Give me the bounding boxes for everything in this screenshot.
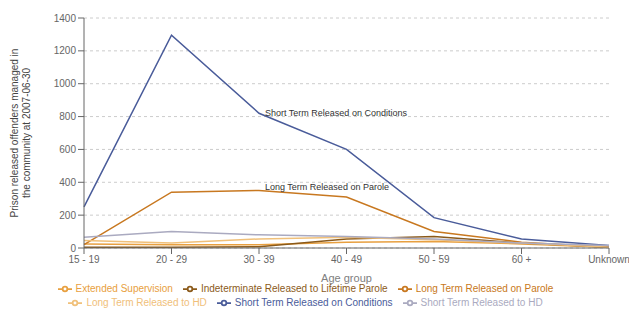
svg-text:600: 600 — [59, 144, 76, 155]
svg-text:30 - 39: 30 - 39 — [243, 254, 275, 265]
svg-text:Prison released offenders mana: Prison released offenders managed inthe … — [9, 49, 32, 218]
html-text:Short Term Released to HD: Short Term Released to HD — [420, 296, 543, 308]
html-text:Short Term Released on Conditi: Short Term Released on Conditions — [234, 296, 393, 308]
svg-text:60 +: 60 + — [512, 254, 532, 265]
svg-text:50 - 59: 50 - 59 — [418, 254, 450, 265]
svg-text:Age group: Age group — [321, 272, 372, 284]
svg-text:Short Term Released on Conditi: Short Term Released on Conditions — [265, 108, 407, 118]
svg-text:200: 200 — [59, 210, 76, 221]
html-text:Indeterminate Released to Life: Indeterminate Released to Lifetime Parol… — [200, 282, 388, 294]
svg-text:800: 800 — [59, 111, 76, 122]
svg-text:1200: 1200 — [54, 45, 77, 56]
svg-text:40 - 49: 40 - 49 — [331, 254, 363, 265]
svg-text:0: 0 — [70, 243, 76, 254]
html-text:Long Term Released to HD: Long Term Released to HD — [86, 296, 207, 308]
svg-text:1000: 1000 — [54, 78, 77, 89]
svg-text:15 - 19: 15 - 19 — [68, 254, 100, 265]
svg-text:Long Term Released on Parole: Long Term Released on Parole — [265, 182, 389, 192]
svg-text:Unknown: Unknown — [588, 254, 629, 265]
html-text:Long Term Released on Parole: Long Term Released on Parole — [415, 282, 554, 294]
svg-text:1400: 1400 — [54, 13, 77, 24]
svg-text:20 - 29: 20 - 29 — [156, 254, 188, 265]
html-text:Extended Supervision: Extended Supervision — [75, 282, 173, 294]
svg-text:400: 400 — [59, 177, 76, 188]
